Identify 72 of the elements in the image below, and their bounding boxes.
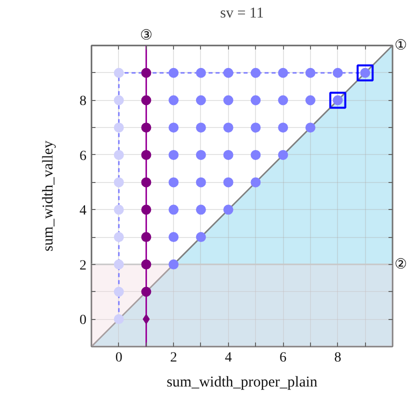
point [223, 68, 234, 78]
y-tick-label: 8 [80, 94, 86, 110]
point [223, 95, 234, 106]
point [329, 92, 346, 109]
point [250, 95, 261, 106]
y-tick-label: 4 [80, 204, 86, 219]
point [114, 204, 124, 215]
point [114, 314, 124, 324]
point [196, 177, 206, 188]
point [332, 68, 343, 78]
point [141, 232, 152, 242]
point [223, 122, 234, 133]
annotation: ① [394, 38, 408, 54]
point [168, 204, 179, 215]
point [196, 95, 206, 106]
point [250, 177, 261, 188]
point [305, 95, 316, 106]
point [196, 150, 206, 160]
point [168, 177, 179, 188]
point [141, 286, 152, 297]
ref-line-label: ③ [140, 28, 153, 44]
point [114, 95, 124, 106]
y-axis-title: sum_width_valley [40, 140, 56, 252]
point [114, 68, 124, 78]
point [168, 95, 179, 106]
point [250, 122, 261, 133]
point [168, 122, 179, 133]
point [114, 122, 124, 133]
point [278, 95, 288, 106]
point [196, 68, 206, 78]
x-tick-label: 6 [280, 350, 287, 366]
x-axis-title: sum_width_proper_plain [166, 374, 318, 390]
point [168, 259, 179, 270]
point [305, 122, 316, 133]
point [356, 64, 374, 82]
x-tick-label: 8 [334, 350, 342, 366]
y-tick-label: 0 [80, 313, 86, 328]
point [141, 177, 152, 188]
point [223, 177, 234, 188]
point [196, 204, 206, 215]
point [278, 122, 288, 133]
point [141, 259, 152, 270]
point [250, 150, 261, 160]
point [114, 286, 124, 297]
point [168, 232, 179, 242]
x-tick-label: 4 [224, 350, 232, 366]
y-tick-label: 2 [80, 258, 86, 274]
point [168, 150, 179, 160]
point [305, 68, 316, 78]
point [114, 177, 124, 188]
point [114, 150, 124, 160]
x-tick-label: 2 [170, 350, 178, 366]
ref-line-label: ② [394, 256, 408, 272]
chart-title: sv = 11 [220, 6, 264, 22]
point [141, 150, 152, 160]
point [141, 95, 152, 106]
point [196, 122, 206, 133]
point [141, 68, 152, 78]
point [141, 204, 152, 215]
point [114, 232, 124, 242]
point [278, 150, 288, 160]
point [278, 68, 288, 78]
point [168, 68, 179, 78]
y-tick-label: 6 [80, 148, 86, 164]
point [250, 68, 261, 78]
point [114, 259, 124, 270]
point [223, 150, 234, 160]
point [223, 204, 234, 215]
x-tick-label: 0 [115, 350, 122, 366]
point [196, 232, 206, 242]
point [142, 314, 150, 324]
point [141, 122, 152, 133]
